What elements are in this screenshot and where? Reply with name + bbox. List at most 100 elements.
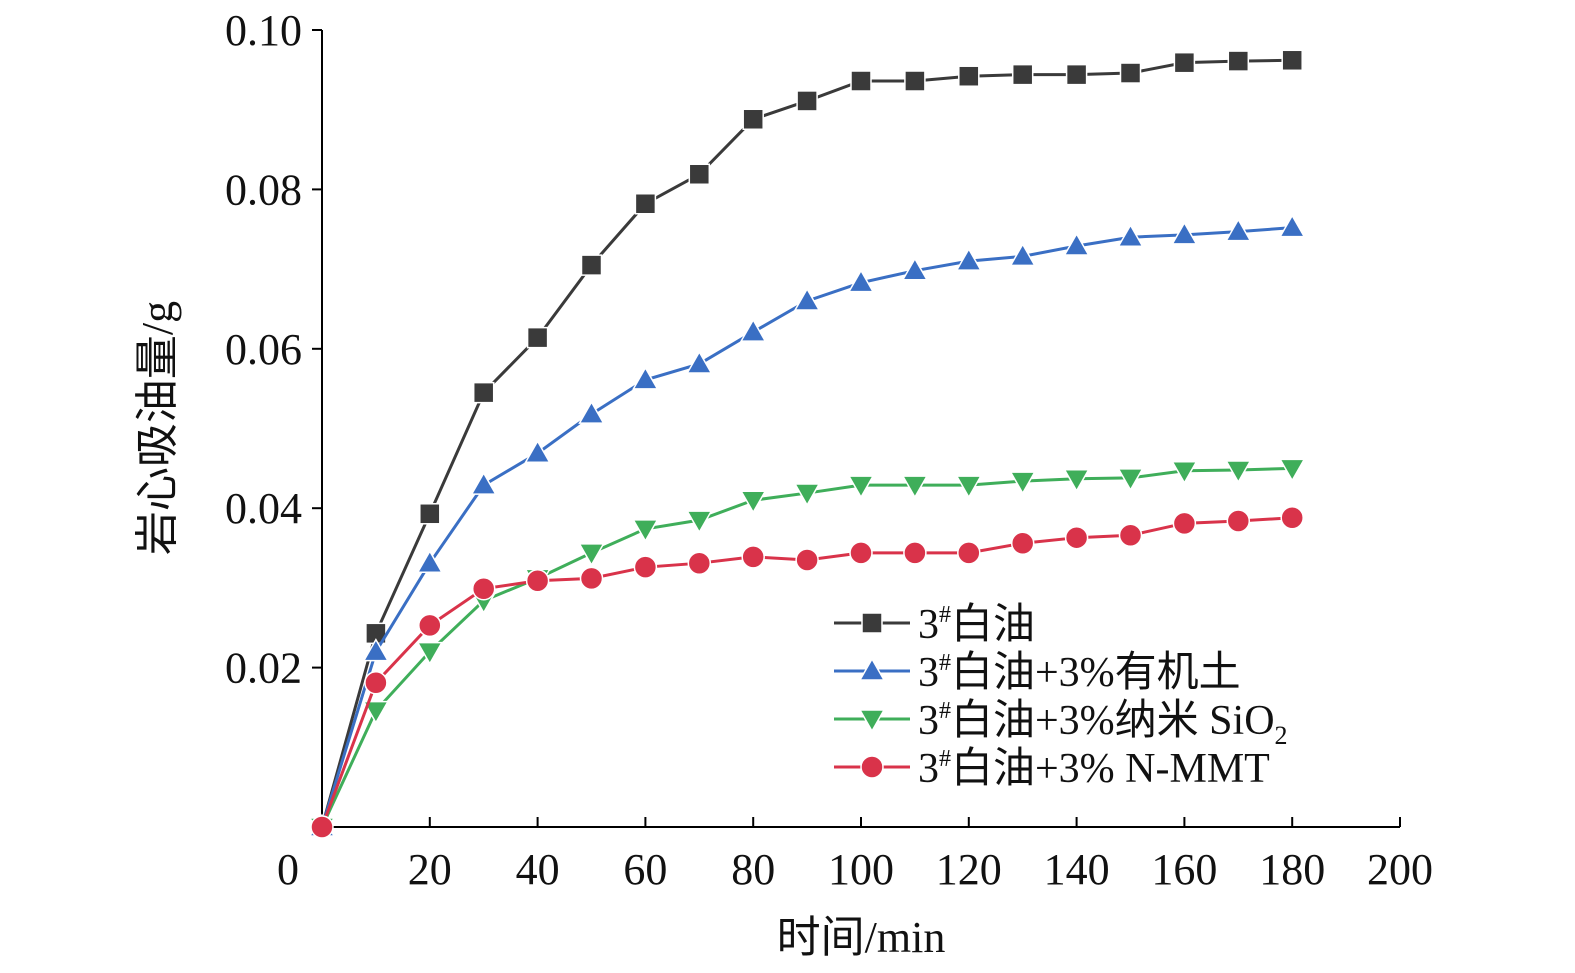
data-point <box>1063 468 1090 493</box>
legend-item: 3#白油+3% N-MMT <box>834 746 1270 792</box>
data-point <box>1278 458 1306 482</box>
data-point <box>686 350 713 374</box>
data-point <box>633 555 658 579</box>
legend-marker <box>858 657 886 681</box>
data-point <box>416 549 444 573</box>
data-point <box>310 815 334 839</box>
legend-marker <box>858 709 886 733</box>
data-point <box>739 318 767 342</box>
data-point <box>1117 223 1144 247</box>
data-point <box>688 163 711 186</box>
data-point <box>1117 468 1144 492</box>
data-point <box>1225 460 1252 484</box>
data-point <box>795 548 819 572</box>
data-point <box>793 483 821 507</box>
data-point <box>850 70 872 92</box>
data-point <box>1064 525 1089 550</box>
data-point <box>903 541 927 565</box>
data-point <box>578 400 605 424</box>
data-point <box>1010 531 1035 556</box>
legend-label: 3#白油+3% N-MMT <box>918 746 1270 792</box>
axes: 0 20 40 60 80 100 120 140 160 180 200 0.02 0.04 0.06 0… <box>225 6 1433 894</box>
data-point <box>958 65 980 87</box>
data-point <box>632 519 659 543</box>
data-point <box>1065 63 1088 86</box>
data-point <box>470 471 497 495</box>
data-point <box>1118 523 1143 548</box>
y-tick-label: 0.02 <box>225 644 302 693</box>
legend-item: 3#白油+3%纳米 SiO2 <box>834 698 1288 750</box>
data-point <box>849 541 873 565</box>
data-point <box>1278 214 1306 238</box>
data-point <box>1011 63 1034 86</box>
x-axis-label: 时间/min <box>777 913 946 962</box>
data-point <box>793 287 821 311</box>
x-tick-label: 140 <box>1044 845 1110 894</box>
legend-marker <box>861 612 883 634</box>
x-tick-label: 160 <box>1151 845 1217 894</box>
y-tick-label: 0.06 <box>225 325 302 374</box>
data-point <box>472 381 495 404</box>
data-point <box>580 254 603 276</box>
x-tick-label: 20 <box>408 845 452 894</box>
data-point <box>419 503 441 525</box>
series-1 <box>311 49 1303 838</box>
data-point <box>739 490 767 514</box>
data-point <box>1063 232 1090 256</box>
x-tick-label: 40 <box>516 845 560 894</box>
data-point <box>578 543 605 567</box>
data-point <box>634 192 657 215</box>
y-tick-label: 0.04 <box>225 484 302 533</box>
data-point <box>1226 509 1251 533</box>
data-point <box>901 475 929 499</box>
data-point <box>525 568 550 593</box>
y-tick-label: 0.10 <box>225 6 302 55</box>
data-point <box>364 670 388 695</box>
legend-label: 3#白油+3%有机土 <box>918 650 1241 696</box>
x-tick-label: 80 <box>731 845 775 894</box>
data-point <box>1119 62 1142 84</box>
x-tick-label: 100 <box>828 845 894 894</box>
data-point <box>362 638 390 662</box>
data-point <box>579 566 604 591</box>
data-point <box>957 541 981 565</box>
data-point <box>1172 511 1197 536</box>
legend-item: 3#白油+3%有机土 <box>834 650 1241 696</box>
data-point <box>1171 460 1198 485</box>
series-2 <box>308 214 1306 837</box>
data-point <box>526 326 549 349</box>
y-tick-label: 0.08 <box>225 165 302 214</box>
data-point <box>687 551 712 575</box>
data-point <box>796 90 818 112</box>
data-point <box>741 545 765 569</box>
x-tick-label: 60 <box>623 845 667 894</box>
data-point <box>1009 242 1036 267</box>
data-point <box>904 70 926 92</box>
data-point <box>1281 49 1303 72</box>
x-tick-label: 0 <box>277 845 299 894</box>
x-tick-label: 200 <box>1367 845 1433 894</box>
legend-marker <box>860 755 884 779</box>
data-point <box>362 700 390 725</box>
data-point <box>524 439 551 463</box>
series-group <box>308 49 1306 841</box>
data-point <box>1227 50 1250 72</box>
data-point <box>1171 221 1198 245</box>
data-point <box>847 269 875 293</box>
data-point <box>1280 506 1304 530</box>
data-point <box>955 475 983 499</box>
data-point <box>1173 51 1196 74</box>
data-point <box>1225 218 1252 242</box>
data-point <box>901 257 929 281</box>
data-point <box>418 613 442 638</box>
y-axis-label: 岩心吸油量/g <box>133 301 182 555</box>
data-point <box>742 108 764 131</box>
series-4 <box>310 506 1304 839</box>
data-point <box>471 576 496 601</box>
data-point <box>416 641 444 666</box>
legend-label: 3#白油+3%纳米 SiO2 <box>918 698 1288 750</box>
x-tick-label: 180 <box>1259 845 1325 894</box>
data-point <box>686 510 713 534</box>
